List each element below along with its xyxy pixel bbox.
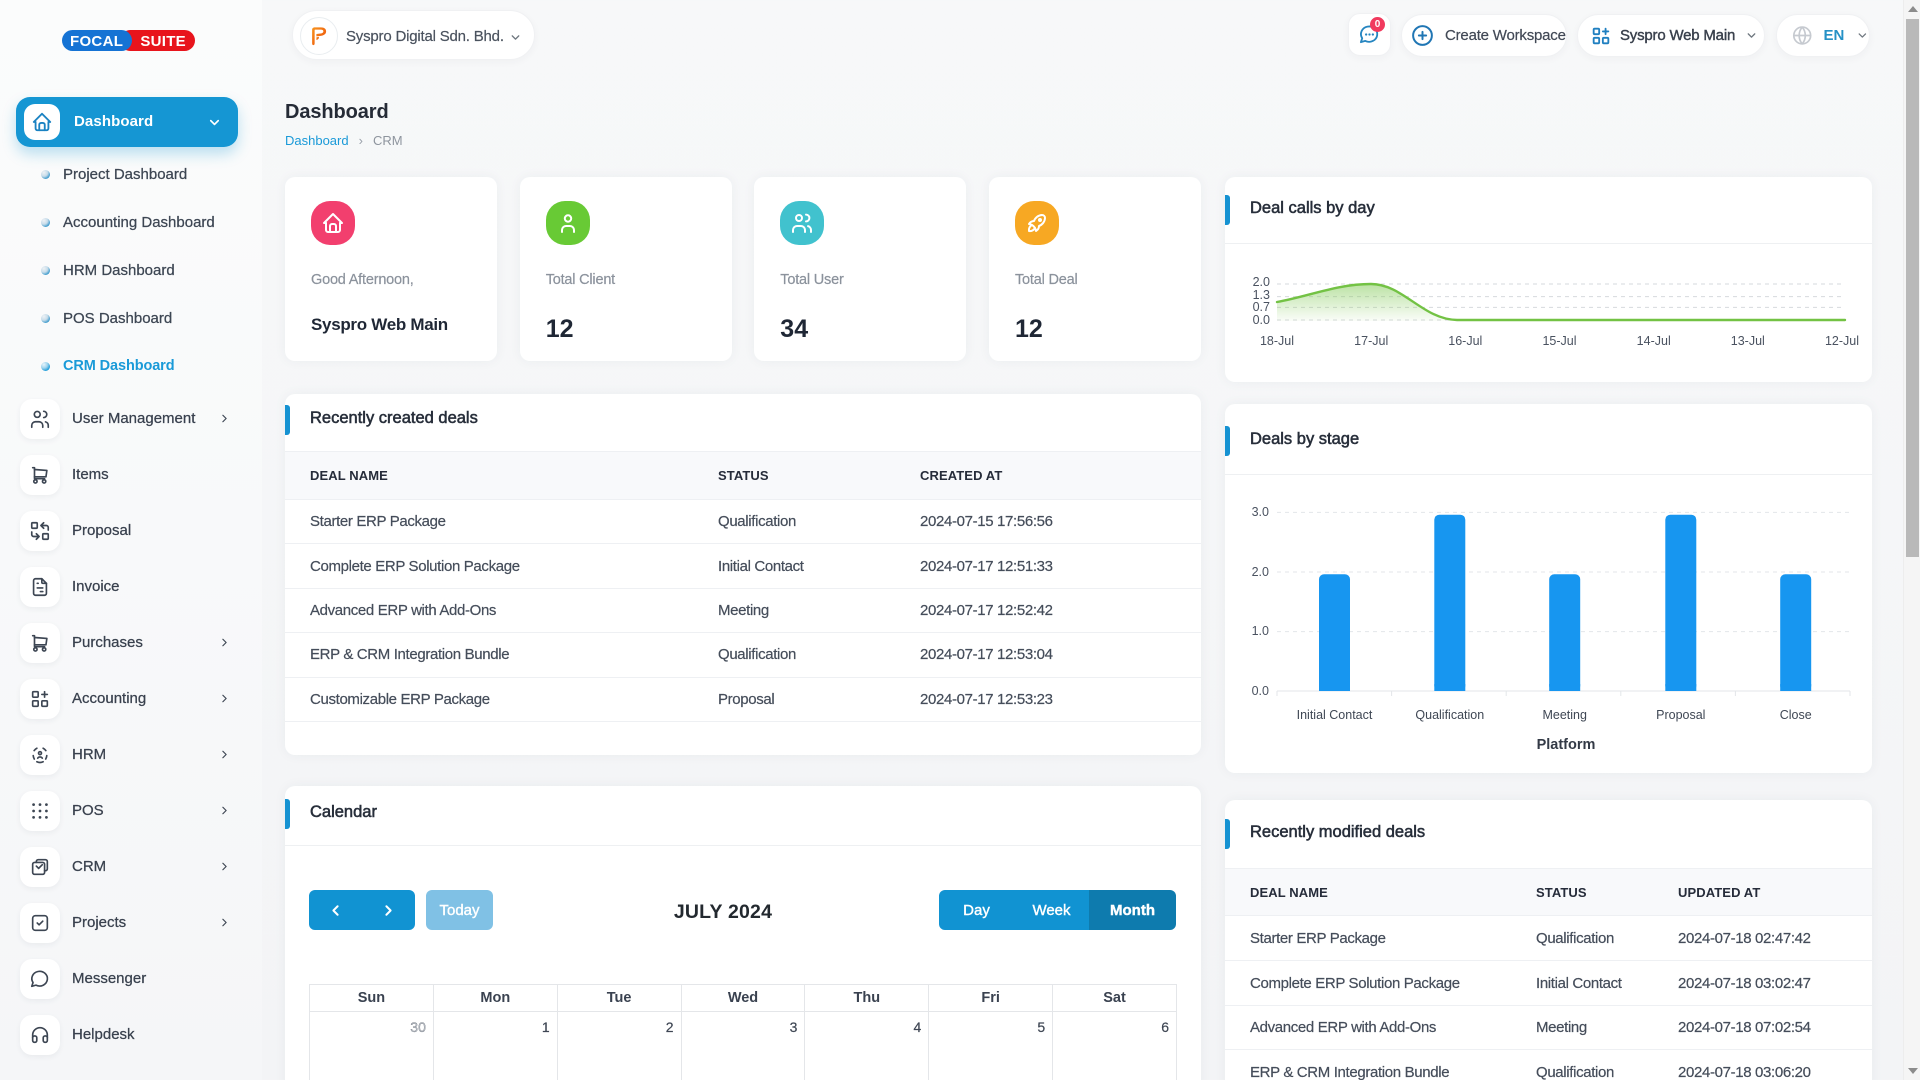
svg-text:12-Jul: 12-Jul xyxy=(1825,334,1859,348)
svg-text:17-Jul: 17-Jul xyxy=(1354,334,1388,348)
svg-text:1.3: 1.3 xyxy=(1253,288,1270,302)
svg-text:Meeting: Meeting xyxy=(1542,708,1587,722)
svg-text:Close: Close xyxy=(1780,708,1812,722)
svg-text:Initial Contact: Initial Contact xyxy=(1297,708,1373,722)
svg-text:0.0: 0.0 xyxy=(1253,313,1270,327)
svg-text:0.7: 0.7 xyxy=(1253,300,1270,314)
svg-text:3.0: 3.0 xyxy=(1252,505,1269,519)
svg-text:13-Jul: 13-Jul xyxy=(1731,334,1765,348)
svg-text:Qualification: Qualification xyxy=(1415,708,1484,722)
svg-text:2.0: 2.0 xyxy=(1252,565,1269,579)
svg-text:0.0: 0.0 xyxy=(1252,684,1269,698)
svg-text:2.0: 2.0 xyxy=(1253,275,1270,289)
svg-text:Platform: Platform xyxy=(1537,737,1596,753)
svg-text:Proposal: Proposal xyxy=(1656,708,1705,722)
svg-text:18-Jul: 18-Jul xyxy=(1260,334,1294,348)
svg-text:14-Jul: 14-Jul xyxy=(1637,334,1671,348)
svg-text:16-Jul: 16-Jul xyxy=(1448,334,1482,348)
svg-text:1.0: 1.0 xyxy=(1252,624,1269,638)
svg-text:15-Jul: 15-Jul xyxy=(1542,334,1576,348)
